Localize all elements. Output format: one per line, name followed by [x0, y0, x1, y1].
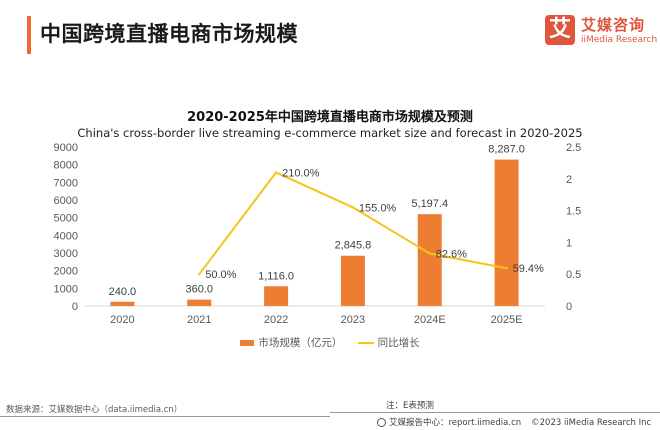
data-source: 数据来源：艾媒数据中心（data.iimedia.cn）	[6, 405, 183, 415]
x-tick-label: 2022	[264, 314, 288, 326]
bar-data-label: 240.0	[109, 286, 137, 298]
growth-point	[198, 273, 201, 276]
y-left-tick-label: 7000	[54, 177, 78, 189]
y-right-tick-label: 2.5	[566, 142, 581, 154]
growth-point	[274, 171, 278, 174]
y-left-tick-label: 9000	[54, 142, 78, 154]
copyright: ©2023 iiMedia Research Inc	[531, 418, 652, 428]
bar	[110, 301, 135, 306]
forecast-note: 注：E表预测	[386, 401, 434, 411]
x-tick-label: 2025E	[491, 314, 523, 326]
growth-data-label: 59.4%	[513, 263, 544, 275]
y-left-tick-label: 0	[72, 301, 78, 313]
legend-label-market-size: 市场规模（亿元）	[258, 337, 343, 349]
iimedia-logo: 艾 艾媒咨询 iiMedia Research	[545, 13, 658, 49]
title-accent-bar	[27, 16, 31, 54]
legend-item-market-size: 市场规模（亿元）	[240, 335, 342, 350]
y-left-tick-label: 8000	[54, 160, 78, 172]
x-tick-label: 2023	[341, 314, 365, 326]
x-tick-label: 2020	[110, 314, 134, 326]
bar	[340, 255, 365, 306]
y-right-tick-label: 1.5	[566, 206, 581, 218]
y-right-tick-label: 2	[566, 174, 572, 186]
chart-title: 2020-2025年中国跨境直播电商市场规模及预测	[187, 110, 473, 125]
bar	[417, 214, 442, 306]
logo-name-en: iiMedia Research	[581, 35, 658, 45]
logo-mark-icon: 艾	[545, 15, 575, 45]
chart-subtitle: China's cross-border live streaming e-co…	[77, 126, 583, 140]
y-left-tick-label: 4000	[54, 230, 78, 242]
report-center-link[interactable]: 艾媒报告中心：report.iimedia.cn	[389, 418, 522, 428]
x-tick-label: 2024E	[414, 314, 446, 326]
growth-data-label: 210.0%	[282, 167, 320, 179]
growth-data-label: 82.6%	[436, 248, 467, 260]
y-right-tick-label: 0	[566, 301, 572, 313]
footer-divider-left	[0, 416, 330, 417]
x-tick-label: 2021	[187, 314, 211, 326]
footer-credits: 艾媒报告中心：report.iimedia.cn ©2023 iiMedia Re…	[377, 416, 651, 428]
y-right-tick-label: 0.5	[566, 269, 581, 281]
growth-point	[351, 206, 355, 209]
growth-point	[428, 252, 431, 255]
y-right-tick-label: 1	[566, 237, 572, 249]
chart-legend: 市场规模（亿元） 同比增长	[0, 335, 660, 350]
legend-bar-swatch	[240, 340, 255, 346]
bar	[187, 299, 212, 306]
y-left-tick-label: 3000	[54, 248, 78, 260]
bar	[494, 159, 519, 306]
bar-data-label: 8,287.0	[488, 144, 525, 156]
logo-name-cn: 艾媒咨询	[581, 16, 646, 34]
bar-data-label: 5,197.4	[411, 198, 448, 210]
y-left-tick-label: 2000	[54, 266, 78, 278]
bar-data-label: 1,116.0	[258, 270, 294, 282]
y-left-tick-label: 6000	[54, 195, 78, 207]
page-title: 中国跨境直播电商市场规模	[40, 22, 298, 46]
footer-divider-right	[330, 412, 660, 413]
y-left-tick-label: 1000	[54, 283, 78, 295]
legend-item-yoy-growth: 同比增长	[357, 335, 420, 350]
legend-line-swatch	[357, 342, 374, 344]
report-center-icon	[377, 418, 386, 427]
y-left-tick-label: 5000	[54, 213, 78, 225]
growth-point	[505, 267, 508, 270]
bar-data-label: 2,845.8	[335, 240, 372, 252]
bar-data-label: 360.0	[185, 284, 213, 296]
legend-label-yoy-growth: 同比增长	[377, 337, 420, 349]
growth-data-label: 50.0%	[205, 269, 236, 281]
growth-data-label: 155.0%	[359, 202, 397, 214]
bar	[264, 286, 289, 306]
